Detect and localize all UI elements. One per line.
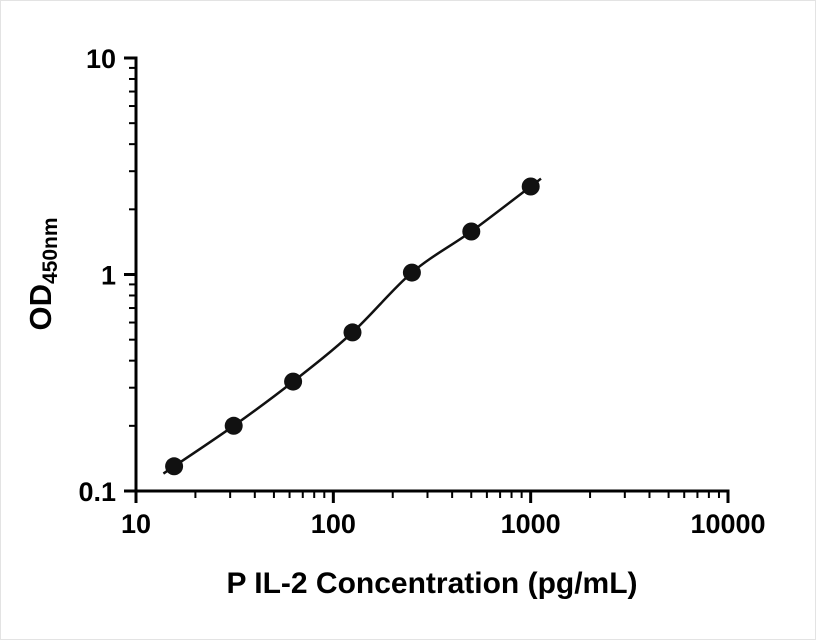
axis-ticks: [124, 56, 730, 503]
y-tick-label: 1: [101, 261, 116, 291]
data-point: [343, 323, 362, 342]
data-point: [224, 416, 243, 435]
data-point: [521, 177, 540, 196]
data-point: [402, 263, 421, 282]
axes: [134, 56, 730, 493]
y-tick-label: 0.1: [78, 477, 116, 507]
y-axis-title: OD450nm: [23, 217, 62, 330]
x-axis-title: P IL-2 Concentration (pg/mL): [226, 567, 637, 600]
x-tick-label: 100: [311, 509, 356, 539]
y-tick-label: 10: [86, 44, 116, 74]
tick-labels: 10 100 1000 10000 10 1 0.1: [78, 44, 765, 539]
plot-series: [162, 177, 542, 476]
x-tick-label: 10: [121, 509, 151, 539]
y-axis-title-sub: 450nm: [39, 217, 62, 284]
x-tick-label: 10000: [690, 509, 765, 539]
x-tick-label: 1000: [501, 509, 561, 539]
data-point: [462, 222, 481, 241]
axis-frame: [134, 56, 730, 493]
y-axis-title-main: OD: [23, 284, 58, 331]
data-point: [284, 372, 303, 391]
data-point: [165, 457, 184, 476]
